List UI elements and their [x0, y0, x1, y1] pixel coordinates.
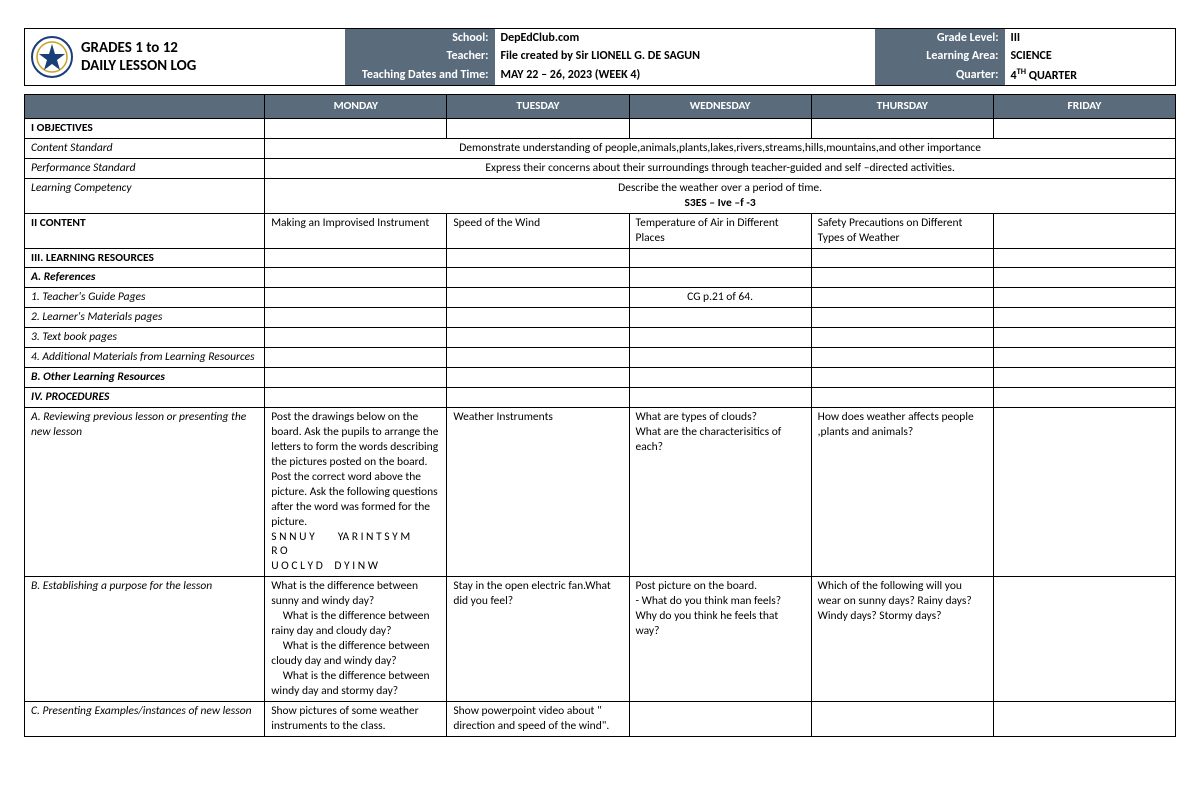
content-tue: Speed of the Wind [447, 213, 629, 248]
day-fri: FRIDAY [993, 95, 1175, 119]
label-quarter: Quarter: [875, 65, 1005, 86]
label-school: School: [345, 29, 495, 48]
row-other: B. Other Learning Resources [25, 368, 1176, 388]
proc-c-wed [629, 701, 811, 736]
proc-c-fri [993, 701, 1175, 736]
label-procedures: IV. PROCEDURES [25, 388, 265, 408]
day-mon: MONDAY [265, 95, 447, 119]
proc-b-wed: Post picture on the board. - What do you… [629, 577, 811, 702]
learn-comp-text: Describe the weather over a period of ti… [265, 178, 1176, 213]
label-references: A. References [25, 268, 265, 288]
proc-a-fri [993, 408, 1175, 577]
row-references: A. References [25, 268, 1176, 288]
row-learn-comp: Learning Competency Describe the weather… [25, 178, 1176, 213]
row-objectives: I OBJECTIVES [25, 118, 1176, 138]
proc-b-fri [993, 577, 1175, 702]
row-tg: 1. Teacher's Guide Pages CG p.21 of 64. [25, 288, 1176, 308]
label-grade: Grade Level: [875, 29, 1005, 48]
deped-logo [31, 36, 73, 78]
value-grade: III [1005, 29, 1176, 48]
proc-b-thu: Which of the following will you wear on … [811, 577, 993, 702]
value-school: DepEdClub.com [495, 29, 875, 48]
row-proc-b: B. Establishing a purpose for the lesson… [25, 577, 1176, 702]
content-fri [993, 213, 1175, 248]
label-learn-comp: Learning Competency [25, 178, 265, 213]
proc-b-tue: Stay in the open electric fan.What did y… [447, 577, 629, 702]
header-table: GRADES 1 to 12 DAILY LESSON LOG School: … [24, 28, 1176, 86]
row-addl: 4. Additional Materials from Learning Re… [25, 348, 1176, 368]
proc-a-mon: Post the drawings below on the board. As… [265, 408, 447, 577]
proc-a-wed: What are types of clouds? What are the c… [629, 408, 811, 577]
title-line2: DAILY LESSON LOG [81, 57, 196, 75]
label-other: B. Other Learning Resources [25, 368, 265, 388]
label-perf-std: Performance Standard [25, 158, 265, 178]
proc-c-thu [811, 701, 993, 736]
row-proc-c: C. Presenting Examples/instances of new … [25, 701, 1176, 736]
content-wed: Temperature of Air in Different Places [629, 213, 811, 248]
content-thu: Safety Precautions on Different Types of… [811, 213, 993, 248]
header-left-cell: GRADES 1 to 12 DAILY LESSON LOG [25, 29, 345, 86]
quarter-sup: TH [1017, 67, 1026, 77]
row-content: II CONTENT Making an Improvised Instrume… [25, 213, 1176, 248]
label-proc-a: A. Reviewing previous lesson or presenti… [25, 408, 265, 577]
blank-header [25, 95, 265, 119]
learn-comp-l2: S3ES – Ive –f -3 [271, 196, 1169, 211]
label-tg: 1. Teacher's Guide Pages [25, 288, 265, 308]
row-content-std: Content Standard Demonstrate understandi… [25, 138, 1176, 158]
perf-std-text: Express their concerns about their surro… [265, 158, 1176, 178]
row-procedures: IV. PROCEDURES [25, 388, 1176, 408]
title-line1: GRADES 1 to 12 [81, 39, 196, 57]
quarter-suffix: QUARTER [1026, 69, 1077, 83]
label-content-std: Content Standard [25, 138, 265, 158]
proc-c-tue: Show powerpoint video about " direction … [447, 701, 629, 736]
row-resources: III. LEARNING RESOURCES [25, 248, 1176, 268]
label-content: II CONTENT [25, 213, 265, 248]
row-proc-a: A. Reviewing previous lesson or presenti… [25, 408, 1176, 577]
label-teacher: Teacher: [345, 47, 495, 65]
label-lm: 2. Learner's Materials pages [25, 308, 265, 328]
label-proc-b: B. Establishing a purpose for the lesson [25, 577, 265, 702]
learn-comp-l1: Describe the weather over a period of ti… [271, 181, 1169, 196]
label-objectives: I OBJECTIVES [25, 118, 265, 138]
day-wed: WEDNESDAY [629, 95, 811, 119]
row-lm: 2. Learner's Materials pages [25, 308, 1176, 328]
proc-b-mon: What is the difference between sunny and… [265, 577, 447, 702]
value-quarter: 4TH QUARTER [1005, 65, 1176, 86]
label-proc-c: C. Presenting Examples/instances of new … [25, 701, 265, 736]
row-tb: 3. Text book pages [25, 328, 1176, 348]
day-header-row: MONDAY TUESDAY WEDNESDAY THURSDAY FRIDAY [25, 95, 1176, 119]
label-area: Learning Area: [875, 47, 1005, 65]
content-mon: Making an Improvised Instrument [265, 213, 447, 248]
row-perf-std: Performance Standard Express their conce… [25, 158, 1176, 178]
label-dates: Teaching Dates and Time: [345, 65, 495, 86]
label-resources: III. LEARNING RESOURCES [25, 248, 265, 268]
proc-c-mon: Show pictures of some weather instrument… [265, 701, 447, 736]
proc-a-thu: How does weather affects people ,plants … [811, 408, 993, 577]
content-std-text: Demonstrate understanding of people,anim… [265, 138, 1176, 158]
day-tue: TUESDAY [447, 95, 629, 119]
lesson-table: MONDAY TUESDAY WEDNESDAY THURSDAY FRIDAY… [24, 94, 1176, 737]
value-teacher: File created by Sir LIONELL G. DE SAGUN [495, 47, 875, 65]
value-dates: MAY 22 – 26, 2023 (WEEK 4) [495, 65, 875, 86]
proc-a-tue: Weather Instruments [447, 408, 629, 577]
label-addl: 4. Additional Materials from Learning Re… [25, 348, 265, 368]
tg-wed: CG p.21 of 64. [629, 288, 811, 308]
day-thu: THURSDAY [811, 95, 993, 119]
label-tb: 3. Text book pages [25, 328, 265, 348]
value-area: SCIENCE [1005, 47, 1176, 65]
